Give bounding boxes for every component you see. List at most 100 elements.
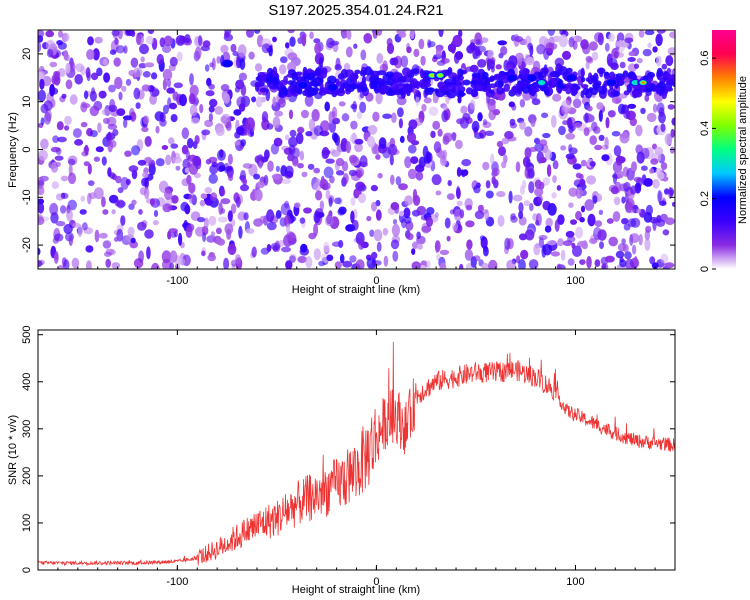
heatmap-cell [280,56,288,64]
heatmap-cell [624,37,634,44]
heatmap-cell [556,185,562,191]
heatmap-cell [280,203,291,216]
heatmap-band-cell [361,86,368,92]
heatmap-cell [503,154,508,164]
heatmap-cell [665,55,674,67]
heatmap-x-axis-label: Height of straight line (km) [292,284,420,296]
heatmap-cell [132,67,143,78]
heatmap-cell [523,200,531,207]
heatmap-cell [568,147,578,155]
heatmap-cell [551,192,557,199]
heatmap-cell [625,258,634,269]
heatmap-band-cell [411,68,420,75]
heatmap-cell [491,167,500,176]
heatmap-band-cell [453,83,461,93]
heatmap-cell [514,36,524,42]
heatmap-cell [452,34,463,48]
heatmap-band-cell [311,79,318,87]
heatmap-cell [49,61,58,68]
heatmap-cell [582,43,591,55]
heatmap-cell [559,30,566,36]
heatmap-cell [589,161,596,167]
heatmap-cell [135,32,142,46]
heatmap-cell [165,154,172,166]
heatmap-cell [287,52,298,61]
heatmap-cell [236,126,245,136]
heatmap-cell [526,158,531,167]
heatmap-cell [155,125,160,134]
heatmap-cell [169,56,178,67]
heatmap-cell [242,178,247,186]
heatmap-cell [339,253,345,264]
heatmap-cell [278,64,287,75]
heatmap-cell [642,48,652,57]
heatmap-cell [519,98,526,108]
heatmap-cell [239,58,246,70]
heatmap-cell [476,45,487,53]
heatmap-cell [584,199,595,211]
heatmap-cell [96,67,103,77]
heatmap-band-cell [259,87,268,93]
heatmap-cell [98,90,107,99]
heatmap-cell [629,233,640,244]
heatmap-cell [382,227,389,236]
heatmap-cell [176,51,183,62]
heatmap-cell [504,237,511,251]
heatmap-cell [348,169,357,177]
heatmap-cell [208,173,218,184]
heatmap-cell [77,224,83,238]
heatmap-peak [221,59,234,68]
heatmap-cell [506,259,516,269]
heatmap-cell [598,109,603,122]
heatmap-cell [661,63,668,70]
heatmap-cell [101,108,111,116]
heatmap-cell [588,41,598,51]
heatmap-cell [214,106,223,115]
heatmap-cell [646,112,657,123]
heatmap-cell [426,260,431,269]
heatmap-cell [87,36,94,46]
heatmap-x-tick-label: -100 [166,275,188,287]
heatmap-band-cell [427,87,434,95]
heatmap-band-cell [446,89,457,99]
heatmap-cell [558,34,568,48]
heatmap-cell [234,86,240,93]
heatmap-band-cell [648,74,654,83]
heatmap-cell [342,260,353,268]
heatmap-cell [420,55,426,66]
heatmap-cell [430,130,436,139]
heatmap-cell [412,188,418,202]
heatmap-band-cell [462,79,471,86]
heatmap-cell [533,243,541,256]
heatmap-cell [471,120,480,133]
heatmap-cell [613,196,621,206]
heatmap-cell [108,84,116,93]
heatmap-cell [199,199,206,207]
heatmap-cell [284,214,291,228]
heatmap-cell [411,261,421,269]
heatmap-cell [456,187,461,200]
heatmap-cell [338,101,346,107]
heatmap-band-cell [458,91,464,97]
heatmap-cell [621,218,629,225]
snr-y-tick-label: 500 [21,326,33,344]
heatmap-cell [382,113,392,119]
heatmap-cell [216,56,221,64]
heatmap-cell [447,180,452,187]
heatmap-cell [338,206,347,215]
heatmap-band-cell [406,84,413,93]
heatmap-cell [308,118,316,131]
snr-y-ticks: 0 100 200 300 400 500 [21,326,675,573]
heatmap-cell [289,255,296,263]
heatmap-cell [87,180,95,187]
heatmap-cell [166,87,175,94]
heatmap-cell [392,57,399,66]
colorbar-tick-label: 0.4 [699,121,711,136]
heatmap-y-tick-label: -10 [21,189,33,205]
heatmap-cell [93,156,100,162]
heatmap-cell [145,157,152,164]
heatmap-cell [527,42,533,51]
heatmap-cell [560,249,566,261]
heatmap-cell [594,259,601,267]
heatmap-cell [579,217,585,223]
